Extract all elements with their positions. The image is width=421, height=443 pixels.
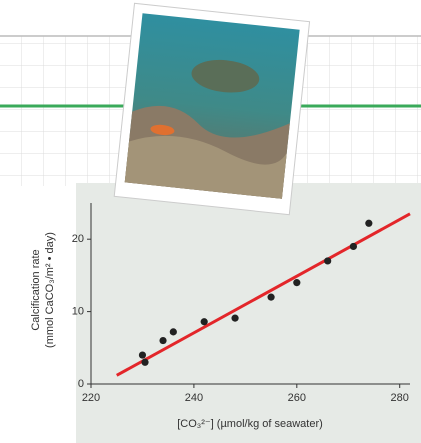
- x-axis-label: [CO₃²⁻] (µmol/kg of seawater): [177, 418, 323, 430]
- point: [231, 315, 238, 322]
- photo: [114, 3, 309, 214]
- x-tick-label: 280: [391, 392, 409, 404]
- point: [170, 328, 177, 335]
- point: [267, 294, 274, 301]
- figure: Calcification rate (mmol CaCO₃/m² • day)…: [0, 0, 421, 443]
- x-tick-label: 260: [288, 392, 306, 404]
- x-tick-label: 220: [82, 392, 100, 404]
- point: [141, 359, 148, 366]
- point: [159, 337, 166, 344]
- point: [365, 220, 372, 227]
- point: [350, 243, 357, 250]
- y-axis-label: (mmol CaCO₃/m² • day): [44, 232, 56, 348]
- point: [139, 351, 146, 358]
- point: [324, 257, 331, 264]
- x-tick-label: 240: [185, 392, 203, 404]
- point: [293, 279, 300, 286]
- point: [201, 318, 208, 325]
- y-tick-label: 20: [72, 233, 84, 245]
- y-axis-label: Calcification rate: [30, 249, 42, 330]
- y-tick-label: 10: [72, 306, 84, 318]
- y-tick-label: 0: [78, 378, 84, 390]
